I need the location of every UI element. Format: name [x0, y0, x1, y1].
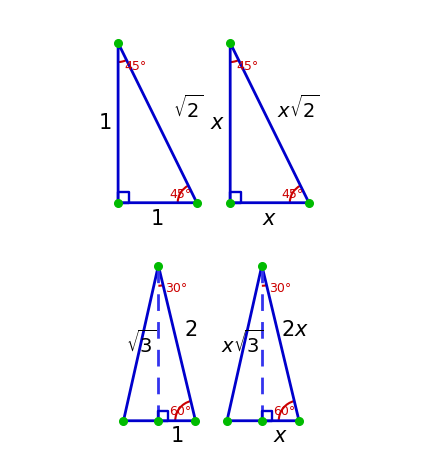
Text: 60°: 60° [273, 405, 295, 418]
Text: $\sqrt{3}$: $\sqrt{3}$ [126, 329, 156, 357]
Text: $x\sqrt{2}$: $x\sqrt{2}$ [276, 95, 319, 122]
Text: $x\sqrt{3}$: $x\sqrt{3}$ [221, 329, 264, 357]
Text: $x$: $x$ [209, 113, 224, 133]
Text: $x$: $x$ [272, 427, 287, 446]
Text: 45°: 45° [169, 188, 191, 201]
Text: 30°: 30° [268, 282, 290, 294]
Text: $\sqrt{2}$: $\sqrt{2}$ [173, 95, 203, 122]
Text: $2x$: $2x$ [280, 320, 308, 340]
Text: 45°: 45° [236, 60, 258, 73]
Text: $x$: $x$ [262, 209, 276, 230]
Text: 2: 2 [184, 320, 198, 340]
Text: 1: 1 [170, 427, 183, 446]
Text: 1: 1 [150, 209, 164, 230]
Text: 45°: 45° [124, 60, 146, 73]
Text: 60°: 60° [169, 405, 191, 418]
Text: 45°: 45° [281, 188, 303, 201]
Text: 30°: 30° [165, 282, 187, 294]
Text: 1: 1 [98, 113, 111, 133]
